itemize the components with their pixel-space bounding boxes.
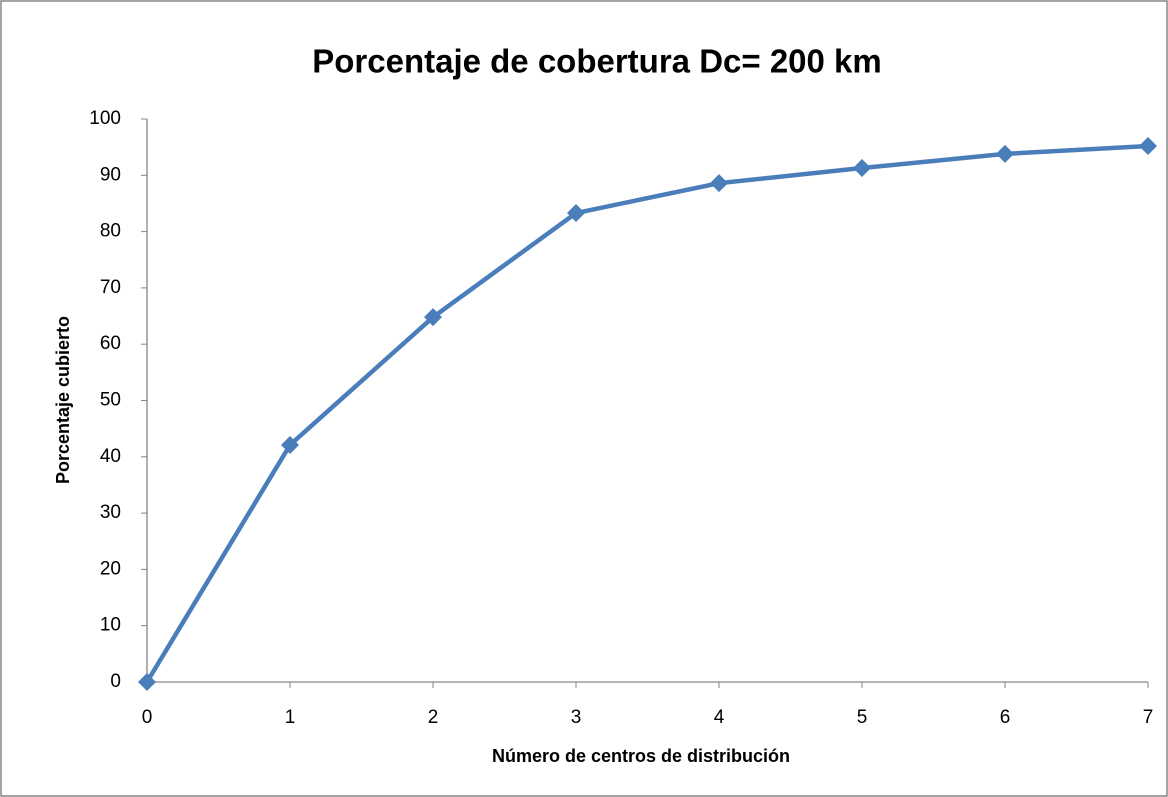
y-tick-label: 90 — [100, 164, 121, 185]
y-tick-label: 60 — [100, 333, 121, 354]
x-tick-label: 7 — [1143, 707, 1154, 728]
y-tick-label: 30 — [100, 502, 121, 523]
data-point — [710, 174, 728, 193]
data-point — [567, 204, 585, 223]
x-tick-label: 4 — [714, 707, 725, 728]
x-tick-label: 6 — [1000, 707, 1011, 728]
chart-title: Porcentaje de cobertura Dc= 200 km — [312, 43, 882, 80]
y-axis-title: Porcentaje cubierto — [53, 316, 73, 484]
data-point — [138, 673, 156, 691]
y-tick-label: 80 — [100, 221, 121, 242]
x-tick-label: 3 — [571, 707, 582, 728]
x-tick-label: 1 — [285, 707, 296, 728]
data-point — [281, 435, 299, 454]
y-tick-label: 40 — [100, 446, 121, 467]
y-tick-label: 20 — [100, 558, 121, 579]
data-point — [1139, 137, 1157, 156]
x-tick-label: 0 — [142, 707, 153, 728]
data-point — [996, 144, 1014, 163]
y-tick-label: 0 — [110, 671, 121, 692]
y-tick-label: 100 — [89, 108, 121, 129]
y-tick-label: 70 — [100, 277, 121, 298]
x-axis-title: Número de centros de distribución — [492, 746, 790, 766]
x-tick-label: 5 — [857, 707, 868, 728]
y-tick-label: 10 — [100, 615, 121, 636]
y-tick-label: 50 — [100, 390, 121, 411]
data-line — [145, 143, 1149, 684]
data-point — [853, 158, 871, 177]
data-point — [424, 308, 442, 327]
x-tick-label: 2 — [428, 707, 439, 728]
